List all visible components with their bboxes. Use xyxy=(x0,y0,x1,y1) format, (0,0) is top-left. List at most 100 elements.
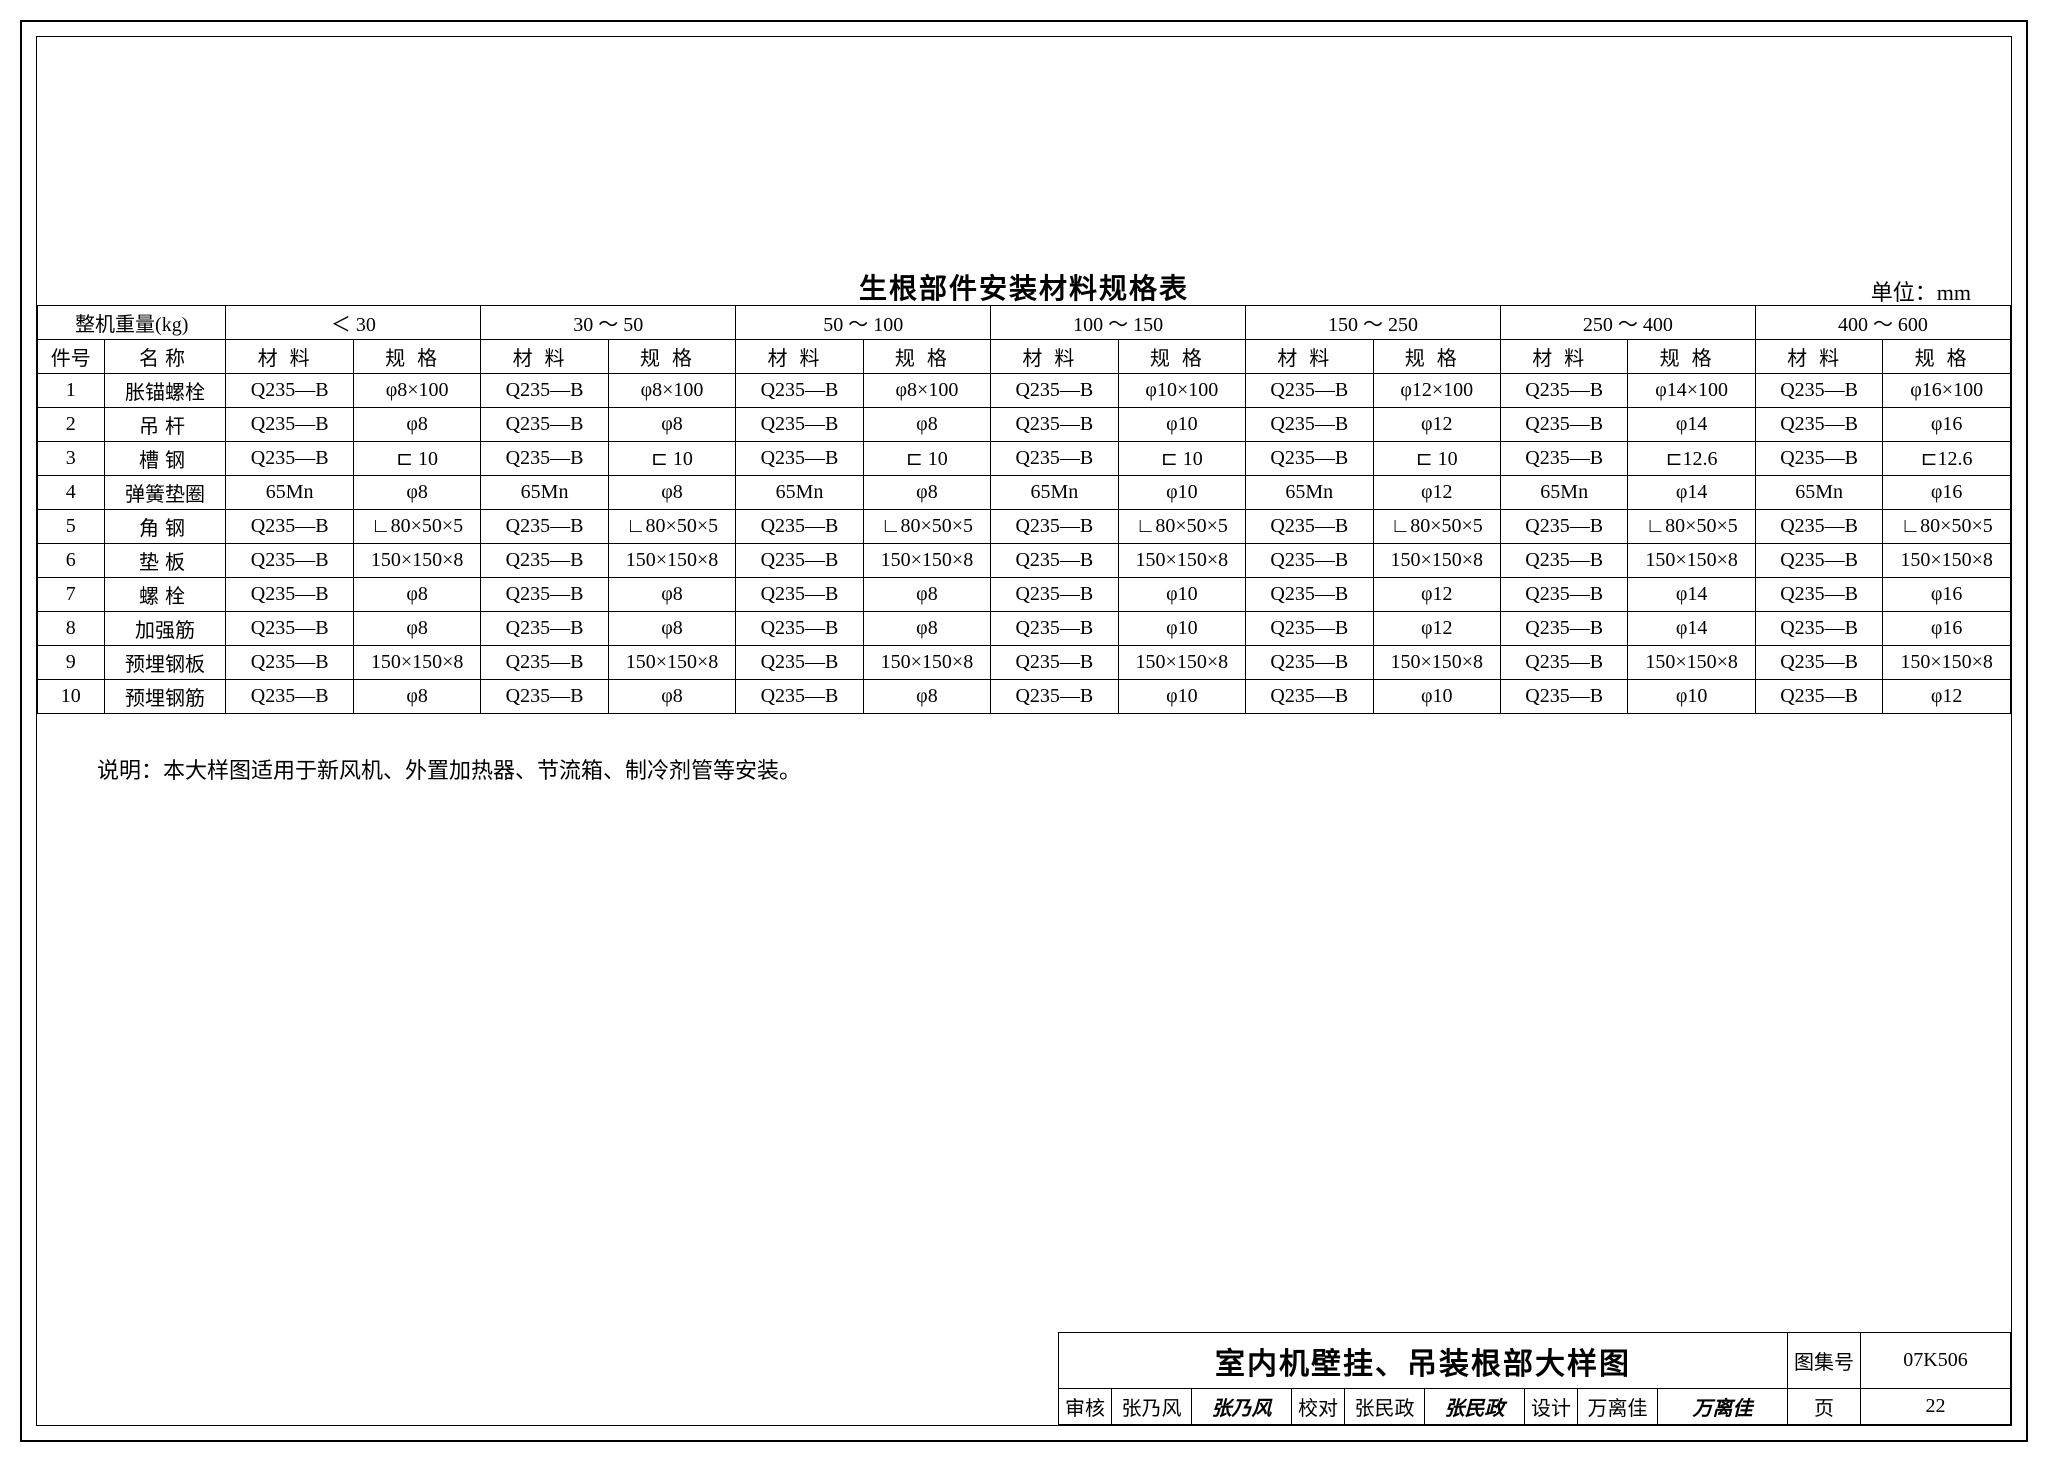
cell-material: Q235—B xyxy=(481,612,608,646)
cell-spec: φ8×100 xyxy=(353,374,480,408)
cell-material: Q235—B xyxy=(736,408,863,442)
set-no: 07K506 xyxy=(1861,1333,2011,1389)
cell-material: Q235—B xyxy=(1755,578,1882,612)
review-name: 张乃风 xyxy=(1112,1389,1192,1425)
cell-spec: φ14 xyxy=(1628,408,1755,442)
header-spec-2: 规格 xyxy=(863,340,990,374)
cell-material: Q235—B xyxy=(991,544,1118,578)
cell-material: 65Mn xyxy=(226,476,353,510)
cell-material: Q235—B xyxy=(1500,510,1627,544)
cell-material: Q235—B xyxy=(1246,680,1373,714)
cell-material: Q235—B xyxy=(226,578,353,612)
cell-material: Q235—B xyxy=(736,510,863,544)
cell-part-no: 9 xyxy=(38,646,105,680)
cell-part-no: 8 xyxy=(38,612,105,646)
header-material-0: 材料 xyxy=(226,340,353,374)
table-row: 3槽钢Q235—B⊏ 10Q235—B⊏ 10Q235—B⊏ 10Q235—B⊏… xyxy=(38,442,2011,476)
cell-material: Q235—B xyxy=(1246,442,1373,476)
cell-spec: 150×150×8 xyxy=(1373,646,1500,680)
cell-spec: φ10×100 xyxy=(1118,374,1245,408)
cell-material: Q235—B xyxy=(481,544,608,578)
cell-spec: φ12 xyxy=(1373,476,1500,510)
cell-material: 65Mn xyxy=(481,476,608,510)
cell-spec: ⊏ 10 xyxy=(608,442,735,476)
header-name: 名称 xyxy=(104,340,226,374)
cell-spec: 150×150×8 xyxy=(1883,646,2011,680)
cell-spec: ∟80×50×5 xyxy=(608,510,735,544)
table-row: 7螺栓Q235—Bφ8Q235—Bφ8Q235—Bφ8Q235—Bφ10Q235… xyxy=(38,578,2011,612)
table-row: 5角钢Q235—B∟80×50×5Q235—B∟80×50×5Q235—B∟80… xyxy=(38,510,2011,544)
cell-name: 槽钢 xyxy=(104,442,226,476)
header-spec-4: 规格 xyxy=(1373,340,1500,374)
cell-spec: φ8 xyxy=(353,578,480,612)
check-name: 张民政 xyxy=(1345,1389,1425,1425)
header-range-4: 150 ～ 250 xyxy=(1246,306,1501,340)
cell-material: Q235—B xyxy=(1246,612,1373,646)
cell-spec: 150×150×8 xyxy=(863,544,990,578)
cell-spec: 150×150×8 xyxy=(1628,646,1755,680)
cell-spec: φ8 xyxy=(863,578,990,612)
review-label: 审核 xyxy=(1059,1389,1112,1425)
table-row: 9预埋钢板Q235—B150×150×8Q235—B150×150×8Q235—… xyxy=(38,646,2011,680)
cell-material: Q235—B xyxy=(226,646,353,680)
table-row: 4弹簧垫圈65Mnφ865Mnφ865Mnφ865Mnφ1065Mnφ1265M… xyxy=(38,476,2011,510)
cell-spec: 150×150×8 xyxy=(1118,544,1245,578)
cell-spec: φ12 xyxy=(1373,578,1500,612)
cell-material: Q235—B xyxy=(736,578,863,612)
cell-material: Q235—B xyxy=(481,374,608,408)
cell-spec: φ8 xyxy=(863,680,990,714)
header-material-4: 材料 xyxy=(1246,340,1373,374)
table-title-row: 生根部件安装材料规格表 xyxy=(37,267,2011,307)
drawing-sheet: 生根部件安装材料规格表 单位：mm 整机重量(kg)＜ 3030 ～ 5050 … xyxy=(20,20,2028,1442)
cell-part-no: 3 xyxy=(38,442,105,476)
cell-material: Q235—B xyxy=(226,680,353,714)
cell-material: Q235—B xyxy=(736,646,863,680)
cell-material: Q235—B xyxy=(1500,646,1627,680)
set-no-label: 图集号 xyxy=(1788,1333,1861,1389)
cell-spec: φ14×100 xyxy=(1628,374,1755,408)
header-range-1: 30 ～ 50 xyxy=(481,306,736,340)
drawing-title: 室内机壁挂、吊装根部大样图 xyxy=(1059,1333,1788,1389)
cell-spec: φ10 xyxy=(1118,408,1245,442)
cell-material: Q235—B xyxy=(1500,408,1627,442)
design-sig: 万离佳 xyxy=(1658,1389,1788,1425)
header-material-3: 材料 xyxy=(991,340,1118,374)
cell-material: Q235—B xyxy=(1500,374,1627,408)
cell-spec: ⊏ 10 xyxy=(1373,442,1500,476)
cell-material: Q235—B xyxy=(1500,442,1627,476)
cell-material: Q235—B xyxy=(991,374,1118,408)
header-spec-0: 规格 xyxy=(353,340,480,374)
cell-spec: φ8 xyxy=(353,680,480,714)
cell-spec: φ10 xyxy=(1628,680,1755,714)
cell-material: Q235—B xyxy=(991,442,1118,476)
design-label: 设计 xyxy=(1525,1389,1578,1425)
cell-material: Q235—B xyxy=(1755,442,1882,476)
cell-spec: 150×150×8 xyxy=(353,544,480,578)
cell-spec: ⊏12.6 xyxy=(1883,442,2011,476)
cell-name: 加强筋 xyxy=(104,612,226,646)
table-row: 8加强筋Q235—Bφ8Q235—Bφ8Q235—Bφ8Q235—Bφ10Q23… xyxy=(38,612,2011,646)
cell-spec: φ10 xyxy=(1118,680,1245,714)
cell-spec: φ16 xyxy=(1883,476,2011,510)
cell-material: Q235—B xyxy=(1755,374,1882,408)
cell-spec: φ8 xyxy=(608,680,735,714)
cell-material: Q235—B xyxy=(481,680,608,714)
note-text: 说明：本大样图适用于新风机、外置加热器、节流箱、制冷剂管等安装。 xyxy=(97,753,801,785)
cell-spec: φ16 xyxy=(1883,408,2011,442)
cell-material: Q235—B xyxy=(481,510,608,544)
cell-name: 吊杆 xyxy=(104,408,226,442)
header-range-5: 250 ～ 400 xyxy=(1500,306,1755,340)
cell-material: Q235—B xyxy=(1246,408,1373,442)
cell-material: Q235—B xyxy=(1755,680,1882,714)
header-spec-1: 规格 xyxy=(608,340,735,374)
cell-spec: 150×150×8 xyxy=(863,646,990,680)
cell-spec: φ12 xyxy=(1883,680,2011,714)
cell-material: Q235—B xyxy=(736,442,863,476)
cell-material: Q235—B xyxy=(1755,646,1882,680)
cell-part-no: 5 xyxy=(38,510,105,544)
cell-material: Q235—B xyxy=(1500,578,1627,612)
page-no: 22 xyxy=(1861,1389,2011,1425)
cell-spec: 150×150×8 xyxy=(353,646,480,680)
check-sig: 张民政 xyxy=(1425,1389,1525,1425)
cell-material: Q235—B xyxy=(1755,510,1882,544)
